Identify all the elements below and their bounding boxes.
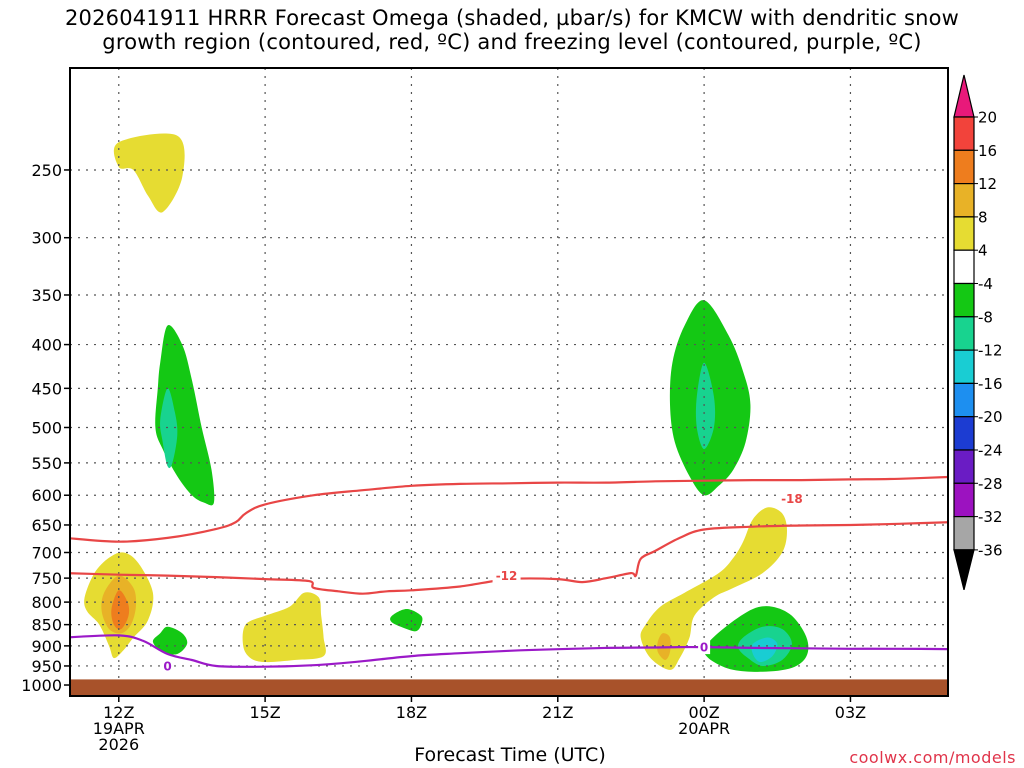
- x-tick-label-12Z: 12Z: [103, 703, 134, 722]
- x-tick-label-21Z: 21Z: [542, 703, 573, 722]
- colorbar-label--12: -12: [978, 342, 1003, 360]
- y-tick-label-250: 250: [31, 161, 62, 180]
- y-tick-label-1000: 1000: [21, 676, 62, 695]
- colorbar-label--24: -24: [978, 442, 1003, 460]
- contour-label-bg: [777, 491, 806, 506]
- x-tick-label-15Z: 15Z: [249, 703, 280, 722]
- colorbar-box-4: [953, 216, 975, 251]
- x-tick-label-00Z: 00Z: [688, 703, 719, 722]
- colorbar-label--32: -32: [978, 508, 1003, 526]
- y-tick-label-950: 950: [31, 657, 62, 676]
- colorbar-label--8: -8: [978, 308, 993, 326]
- contour-label-freezing-level: 0: [163, 659, 171, 673]
- contour-label-dgz-12: -12: [496, 569, 518, 583]
- y-tick-label-700: 700: [31, 544, 62, 563]
- grid-lines: [70, 68, 948, 680]
- x-axis-label: Forecast Time (UTC): [414, 744, 606, 766]
- x-tick-label-20APR: 20APR: [678, 719, 730, 738]
- colorbar-box-5: [953, 249, 975, 285]
- colorbar-box-13: [953, 515, 975, 551]
- y-tick-label-450: 450: [31, 379, 62, 398]
- colorbar-label-12: 12: [978, 175, 997, 193]
- y-tick-label-400: 400: [31, 336, 62, 355]
- y-tick-label-600: 600: [31, 486, 62, 505]
- contour-label-bg: [161, 658, 174, 673]
- x-tick-label-19APR: 19APR: [93, 719, 145, 738]
- plot-frame: [69, 67, 949, 697]
- colorbar-label-4: 4: [978, 242, 988, 260]
- omega-region-lower-left-orange: [111, 590, 130, 630]
- y-tick-label-900: 900: [31, 637, 62, 656]
- contour-lines: -18 -12 0 0: [70, 475, 948, 673]
- colorbar-bottom-arrow: [953, 549, 975, 591]
- y-tick-label-800: 800: [31, 593, 62, 612]
- x-tick-label-03Z: 03Z: [835, 703, 866, 722]
- contour-dgz-12: [70, 521, 948, 595]
- x-tick-label-18Z: 18Z: [396, 703, 427, 722]
- colorbar-label-16: 16: [978, 142, 997, 160]
- chart-title: 2026041911 HRRR Forecast Omega (shaded, …: [0, 6, 1024, 54]
- colorbar-box-1: [953, 116, 975, 151]
- omega-region-cyan-post00z: [751, 637, 778, 663]
- colorbar-box-12: [953, 482, 975, 518]
- colorbar-box-10: [953, 416, 975, 451]
- colorbar-box-7: [953, 316, 975, 351]
- colorbar-box-6: [953, 282, 975, 318]
- y-tick-label-300: 300: [31, 229, 62, 248]
- colorbar-label--16: -16: [978, 375, 1003, 393]
- y-tick-label-500: 500: [31, 418, 62, 437]
- colorbar-top-arrow: [953, 74, 975, 118]
- colorbar-box-11: [953, 449, 975, 484]
- y-tick-label-650: 650: [31, 516, 62, 535]
- omega-region-yellow-pre00z: [640, 507, 787, 670]
- contour-label-freezing-level-2: 0: [700, 641, 708, 655]
- x-tick-label-2026: 2026: [98, 735, 139, 754]
- y-axis: 250 300 350 400 450 500 550 600 650 700 750 800 850 9…: [21, 161, 70, 695]
- colorbar-box-3: [953, 183, 975, 218]
- colorbar-label--4: -4: [978, 275, 993, 293]
- colorbar-box-8: [953, 349, 975, 385]
- colorbar-label--36: -36: [978, 541, 1003, 559]
- omega-region-upper-yellow-patch: [113, 133, 185, 213]
- plot-background: [70, 68, 948, 696]
- contour-label-bg: [492, 568, 521, 583]
- omega-region-yellow-15z-blob: [242, 592, 326, 663]
- ground-surface: [70, 679, 948, 696]
- colorbar-label--28: -28: [978, 475, 1003, 493]
- credit-link[interactable]: coolwx.com/models: [849, 748, 1016, 767]
- contour-dgz-18: [70, 475, 948, 543]
- y-tick-label-350: 350: [31, 286, 62, 305]
- colorbar: 20 16 12 8 4 -4 -8 -12 -16 -20 -24 -28 -32 -36: [953, 74, 1003, 591]
- colorbar-label-8: 8: [978, 208, 988, 226]
- y-tick-label-750: 750: [31, 569, 62, 588]
- colorbar-label--20: -20: [978, 408, 1003, 426]
- colorbar-box-9: [953, 382, 975, 418]
- contour-freezing-level: [70, 634, 948, 668]
- omega-region-left-teal-core: [160, 388, 178, 469]
- y-tick-label-550: 550: [31, 454, 62, 473]
- omega-region-small-green-18z: [390, 609, 423, 632]
- colorbar-label-20: 20: [978, 109, 997, 127]
- title-line-2: growth region (contoured, red, ºC) and f…: [102, 30, 922, 54]
- contour-label-dgz-18: -18: [781, 492, 803, 506]
- y-tick-label-850: 850: [31, 616, 62, 635]
- colorbar-box-2: [953, 149, 975, 185]
- omega-region-small-green-left: [152, 626, 188, 655]
- title-line-1: 2026041911 HRRR Forecast Omega (shaded, …: [64, 6, 960, 30]
- contour-label-bg: [698, 640, 711, 655]
